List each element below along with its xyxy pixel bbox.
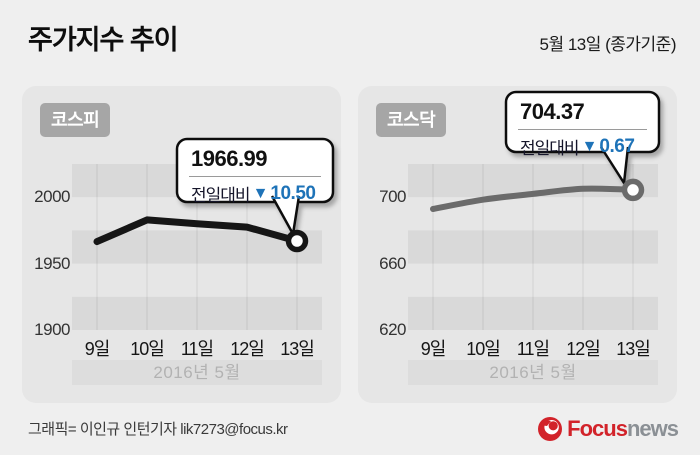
callout-tail <box>599 146 630 185</box>
date-note: 5월 13일 (종가기준) <box>539 35 677 54</box>
kosdaq-chart-panel: 코스닥 2016년 5월 704.37 전일대비 ▼ 0.67 700 660 62… <box>358 86 677 403</box>
vertical-gridline <box>582 164 584 330</box>
band-stripe <box>408 296 658 330</box>
x-tick-label: 13일 <box>616 339 651 359</box>
vertical-gridline <box>432 164 434 330</box>
last-point-marker <box>285 229 309 253</box>
y-tick-label: 1950 <box>34 254 70 273</box>
band-stripe <box>72 296 322 330</box>
vertical-gridline <box>532 164 534 330</box>
kosdaq-change-value: 0.67 <box>599 135 635 157</box>
kospi-last-value: 1966.99 <box>191 146 268 171</box>
focusnews-logo: Focus news <box>537 415 679 443</box>
x-tick-label: 12일 <box>566 339 601 359</box>
y-tick-label: 660 <box>379 254 406 273</box>
y-tick-label: 1900 <box>34 320 70 339</box>
y-tick-label: 620 <box>379 320 406 339</box>
x-tick-label: 12일 <box>230 339 265 359</box>
vertical-gridline <box>246 164 248 330</box>
vertical-gridline <box>96 164 98 330</box>
vertical-gridline <box>196 164 198 330</box>
kospi-change-value: 10.50 <box>270 182 316 204</box>
x-tick-label: 11일 <box>180 339 214 359</box>
x-tick-label: 10일 <box>130 339 165 359</box>
x-tick-label: 9일 <box>84 339 111 359</box>
x-tick-label: 9일 <box>420 339 447 359</box>
callout-divider <box>189 176 321 177</box>
kosdaq-callout: 704.37 전일대비 ▼ 0.67 <box>506 92 659 159</box>
callout-divider <box>518 129 647 130</box>
kosdaq-change-label: 전일대비 <box>520 139 580 158</box>
y-tick-label: 700 <box>379 187 406 206</box>
callout-bubble <box>504 90 661 154</box>
x-tick-label: 13일 <box>280 339 315 359</box>
down-arrow-icon: ▼ <box>252 184 269 202</box>
series-line <box>93 216 301 246</box>
logo-text-secondary: news <box>626 416 679 441</box>
x-tick-label: 11일 <box>516 339 550 359</box>
vertical-gridline <box>146 164 148 330</box>
kospi-badge: 코스피 <box>40 103 111 137</box>
callout-bubble <box>175 137 335 204</box>
logo-text-primary: Focus <box>567 416 628 441</box>
kospi-change-label: 전일대비 <box>191 186 251 205</box>
vertical-gridline <box>482 164 484 330</box>
down-arrow-icon: ▼ <box>581 137 598 155</box>
page-title: 주가지수 추이 <box>28 25 179 55</box>
focusnews-swirl-icon <box>538 417 563 441</box>
kospi-month-band: 2016년 5월 <box>72 360 322 385</box>
kospi-callout: 1966.99 전일대비 ▼ 10.50 <box>177 139 333 206</box>
kosdaq-chart-canvas <box>408 90 661 330</box>
last-point-marker <box>621 178 645 202</box>
vertical-gridline <box>632 164 634 330</box>
y-tick-label: 2000 <box>34 187 70 206</box>
x-tick-label: 10일 <box>466 339 501 359</box>
kosdaq-badge: 코스닥 <box>376 103 447 137</box>
kosdaq-last-value: 704.37 <box>520 99 585 124</box>
credit-line: 그래픽= 이인규 인턴기자 lik7273@focus.kr <box>28 421 288 438</box>
kospi-chart-panel: 코스피 2016년 5월 1966.99 전일대비 ▼ 10.50 2000 19… <box>22 86 341 403</box>
kosdaq-month-band: 2016년 5월 <box>408 360 658 385</box>
band-stripe <box>408 230 658 264</box>
kospi-chart-canvas <box>72 137 335 330</box>
series-line <box>430 185 636 212</box>
